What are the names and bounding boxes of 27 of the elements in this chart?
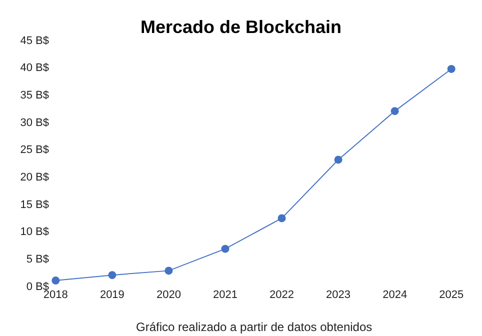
y-tick-label: 5 B$ (26, 254, 49, 266)
point (52, 276, 60, 285)
x-tick-label: 2021 (213, 289, 238, 301)
y-tick-label: 20 B$ (20, 172, 49, 184)
point (164, 266, 173, 275)
point (108, 271, 116, 280)
point (334, 156, 342, 164)
y-tick-label: 45 B$ (20, 34, 49, 47)
y-tick-label: 30 B$ (20, 116, 49, 129)
x-tick-label: 2023 (326, 289, 351, 301)
y-tick-label: 10 B$ (20, 226, 49, 238)
x-tick-label: 2018 (43, 289, 68, 301)
y-tick-label: 40 B$ (20, 62, 49, 74)
point (221, 244, 230, 253)
point (390, 107, 399, 116)
x-tick-label: 2020 (156, 289, 181, 301)
chart-title: Mercado de Blockchain (140, 16, 342, 37)
y-tick-label: 15 B$ (20, 198, 49, 211)
text: Gráfico realizado a partir de datos obtenidos (136, 320, 372, 334)
x-tick-label: 2019 (100, 289, 124, 301)
point (447, 64, 456, 73)
x-tick-label: 2024 (382, 289, 408, 301)
y-tick-label: 35 B$ (20, 90, 49, 102)
x-tick-label: 2025 (439, 289, 464, 301)
point (278, 214, 286, 222)
x-tick-label: 2022 (270, 289, 294, 301)
y-tick-label: 25 B$ (20, 144, 49, 156)
